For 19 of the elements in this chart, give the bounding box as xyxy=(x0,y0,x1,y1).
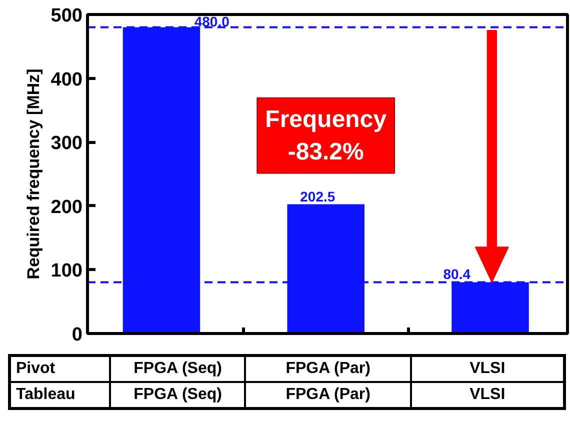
data-label: 80.4 xyxy=(443,266,471,282)
x-tick-label: FPGA (Seq) xyxy=(110,356,246,382)
category-label: FPGA (Par) xyxy=(286,386,370,403)
y-tick-label: 400 xyxy=(50,69,82,90)
data-label: 202.5 xyxy=(300,188,336,204)
x-tick-label: FPGA (Par) xyxy=(245,356,411,382)
annotation: Frequency -83.2% xyxy=(265,106,388,166)
y-axis-title: Required frequency [MHz] xyxy=(24,68,43,280)
x-tick-label: VLSI xyxy=(410,356,564,382)
data-label: 480.0 xyxy=(194,13,230,30)
text: Pivot xyxy=(10,356,110,382)
category-label: FPGA (Seq) xyxy=(134,386,222,403)
y-tick-label: 100 xyxy=(50,260,82,282)
y-tick-label: 500 xyxy=(50,6,82,26)
category-label: VLSI xyxy=(470,386,506,403)
y-tick-label: 0 xyxy=(72,324,83,346)
text: Tableau xyxy=(10,382,110,408)
y-tick-label: 300 xyxy=(50,133,82,154)
y-tick-label: 200 xyxy=(50,196,82,218)
